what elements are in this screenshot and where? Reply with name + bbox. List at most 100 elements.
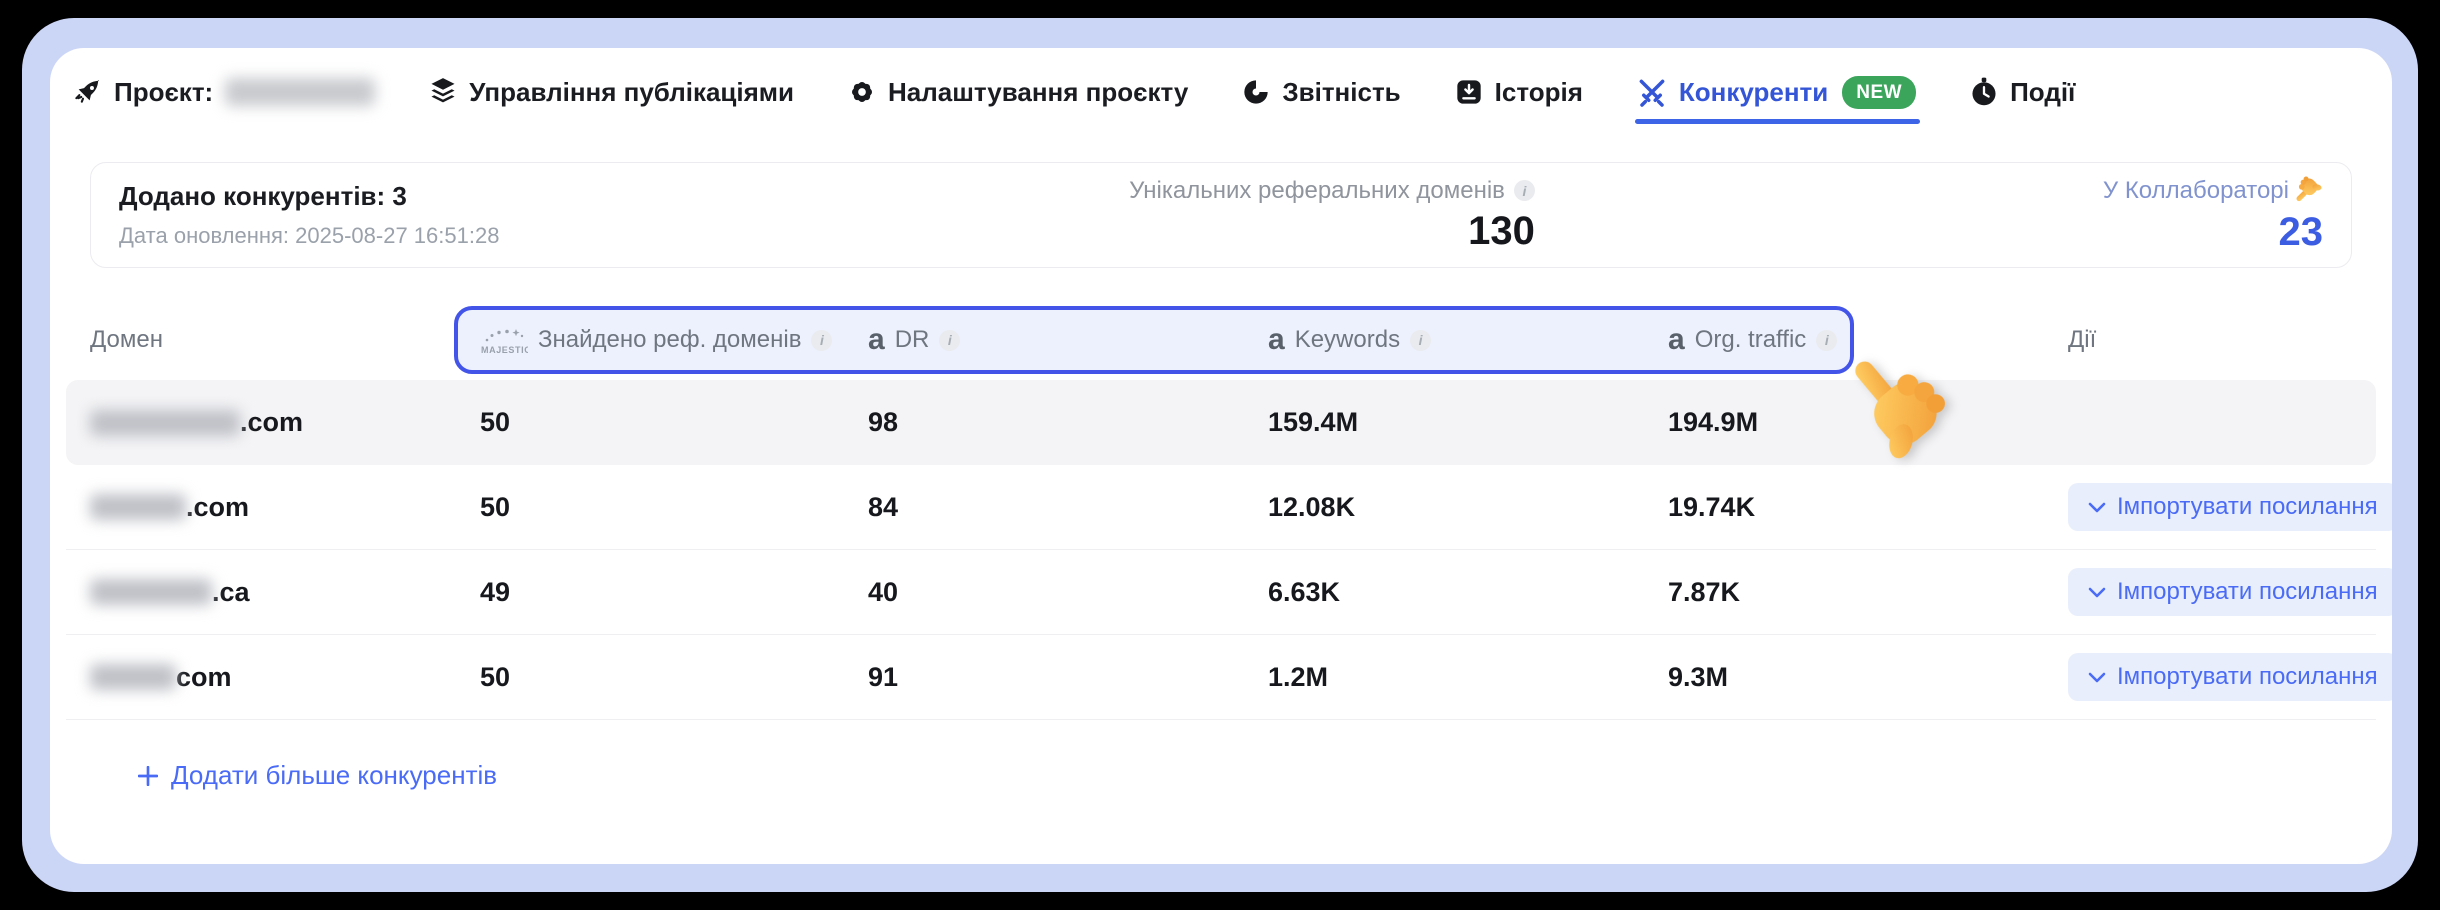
- gear-icon: [852, 81, 873, 103]
- domain-cell: com: [90, 662, 480, 693]
- added-competitors-label: Додано конкурентів:: [119, 181, 386, 211]
- keywords-cell: 6.63K: [1268, 576, 1341, 607]
- unique-ref-domains-label: Унікальних реферальних доменів: [1129, 176, 1505, 204]
- column-header-dr[interactable]: a DR i: [868, 325, 1268, 355]
- column-header-label: Org. traffic: [1694, 326, 1807, 353]
- app-card: Проєкт: Управління публікаціями Налаштув…: [50, 48, 2392, 864]
- unique-ref-domains-block: Унікальних реферальних доменів i 130: [1129, 177, 1535, 254]
- chevron-down-icon: [2088, 502, 2106, 512]
- column-header-domain[interactable]: Домен: [90, 326, 163, 353]
- import-links-label: Імпортувати посилання: [2117, 663, 2378, 690]
- info-icon[interactable]: i: [1410, 329, 1432, 351]
- dr-cell: 98: [868, 407, 899, 437]
- table-header: Домен MAJESTIC Знайдено реф. доменів i a…: [66, 306, 2376, 374]
- plus-icon: [138, 765, 158, 786]
- column-header-label: Keywords: [1294, 326, 1401, 353]
- table-row[interactable]: .com 50 84 12.08K 19.74K Імпортувати пос…: [66, 465, 2392, 550]
- org-traffic-cell: 194.9M: [1668, 407, 1759, 437]
- nav-item-label: Управління публікаціями: [469, 76, 795, 107]
- majestic-logo: MAJESTIC: [481, 329, 528, 355]
- found-ref-domains-cell: 50: [480, 407, 511, 437]
- collaborator-value: 23: [2278, 209, 2324, 254]
- keywords-cell: 1.2M: [1268, 661, 1329, 692]
- layers-icon: [431, 78, 455, 103]
- info-icon[interactable]: i: [1816, 329, 1838, 351]
- info-icon[interactable]: i: [939, 329, 961, 351]
- column-header-keywords[interactable]: a Keywords i: [1268, 325, 1668, 355]
- actions-cell: Імпортувати посилання: [2068, 653, 2392, 701]
- import-links-button[interactable]: Імпортувати посилання: [2068, 653, 2392, 701]
- blurred-domain: [90, 494, 186, 520]
- page-background: Проєкт: Управління публікаціями Налаштув…: [22, 18, 2418, 892]
- domain-suffix: com: [176, 661, 232, 692]
- table-row[interactable]: com 50 91 1.2M 9.3M Імпортувати посиланн…: [66, 635, 2392, 720]
- table-body: .com 50 98 159.4M 194.9M .com 50 84 12.0…: [50, 380, 2392, 720]
- pie-chart-icon: [1244, 78, 1270, 104]
- domain-suffix: .com: [186, 491, 250, 522]
- stats-added-block: Додано конкурентів: 3 Дата оновлення: 20…: [119, 181, 499, 249]
- keywords-cell: 159.4M: [1268, 407, 1359, 437]
- nav-item-label: Історія: [1494, 76, 1583, 107]
- added-competitors-value: 3: [392, 181, 407, 211]
- collaborator-label: У Коллабораторі: [2102, 176, 2289, 204]
- column-header-label: Знайдено реф. доменів: [538, 326, 802, 353]
- rocket-icon: [75, 79, 100, 103]
- nav-item-publications[interactable]: Управління публікаціями: [429, 77, 794, 108]
- column-header-actions: Дії: [2068, 326, 2097, 353]
- org-traffic-cell: 7.87K: [1668, 576, 1741, 607]
- ahrefs-logo: a: [1668, 323, 1685, 356]
- nav-item-reports[interactable]: Звітність: [1242, 76, 1401, 108]
- svg-text:MAJESTIC: MAJESTIC: [481, 345, 528, 355]
- domain-cell: .com: [90, 492, 480, 523]
- domain-suffix: .com: [240, 407, 304, 437]
- unique-ref-domains-value: 130: [1468, 208, 1535, 253]
- keywords-cell: 12.08K: [1268, 491, 1356, 522]
- nav-item-label: Налаштування проєкту: [888, 76, 1189, 107]
- import-links-button[interactable]: Імпортувати посилання: [2068, 568, 2392, 616]
- actions-cell: Імпортувати посилання: [2068, 568, 2392, 616]
- info-icon[interactable]: i: [1513, 180, 1535, 201]
- info-icon[interactable]: i: [811, 329, 833, 351]
- dr-cell: 84: [868, 491, 899, 522]
- nav-project[interactable]: Проєкт:: [74, 76, 376, 108]
- add-more-label: Додати більше конкурентів: [171, 760, 498, 790]
- nav-item-events[interactable]: Події: [1970, 77, 2075, 108]
- import-links-button[interactable]: Імпортувати посилання: [2068, 483, 2392, 531]
- import-links-label: Імпортувати посилання: [2117, 493, 2378, 520]
- column-header-label: DR: [894, 326, 930, 353]
- add-more-competitors-link[interactable]: Додати більше конкурентів: [138, 760, 497, 791]
- nav-item-label: Звітність: [1282, 76, 1401, 107]
- actions-cell: Імпортувати посилання: [2068, 483, 2392, 531]
- history-icon: [1457, 80, 1481, 104]
- table-row[interactable]: .com 50 98 159.4M 194.9M: [66, 380, 2376, 465]
- columns-highlight-box: [454, 306, 1854, 374]
- nav-item-history[interactable]: Історія: [1455, 77, 1583, 108]
- chevron-down-icon: [2088, 672, 2106, 682]
- column-header-found-ref-domains[interactable]: MAJESTIC Знайдено реф. доменів i: [480, 324, 868, 356]
- column-header-org-traffic[interactable]: a Org. traffic i: [1668, 325, 2068, 355]
- nav-item-label: Конкуренти: [1678, 76, 1829, 107]
- org-traffic-cell: 9.3M: [1668, 661, 1729, 692]
- ahrefs-logo: a: [868, 323, 885, 356]
- updated-date: Дата оновлення: 2025-08-27 16:51:28: [119, 223, 500, 248]
- top-nav: Проєкт: Управління публікаціями Налаштув…: [74, 66, 2352, 124]
- blurred-domain: [90, 664, 176, 690]
- dr-cell: 40: [868, 576, 899, 607]
- crossed-swords-icon: [1639, 79, 1665, 107]
- import-links-label: Імпортувати посилання: [2117, 578, 2378, 605]
- blurred-domain: [90, 409, 240, 436]
- dr-cell: 91: [868, 661, 899, 692]
- chevron-down-icon: [2088, 587, 2106, 597]
- domain-suffix: .ca: [212, 576, 250, 607]
- nav-item-label: Події: [2010, 76, 2076, 107]
- found-ref-domains-cell: 50: [480, 661, 511, 692]
- domain-cell: .ca: [90, 577, 480, 608]
- stats-bar: Додано конкурентів: 3 Дата оновлення: 20…: [90, 162, 2352, 268]
- nav-project-label: Проєкт:: [114, 76, 214, 107]
- found-ref-domains-cell: 50: [480, 491, 511, 522]
- nav-item-competitors[interactable]: Конкуренти NEW: [1634, 75, 1921, 124]
- nav-item-settings[interactable]: Налаштування проєкту: [848, 77, 1188, 108]
- pointing-hand-icon: [2285, 168, 2327, 210]
- blurred-domain: [90, 579, 212, 605]
- table-row[interactable]: .ca 49 40 6.63K 7.87K Імпортувати посила…: [66, 550, 2392, 635]
